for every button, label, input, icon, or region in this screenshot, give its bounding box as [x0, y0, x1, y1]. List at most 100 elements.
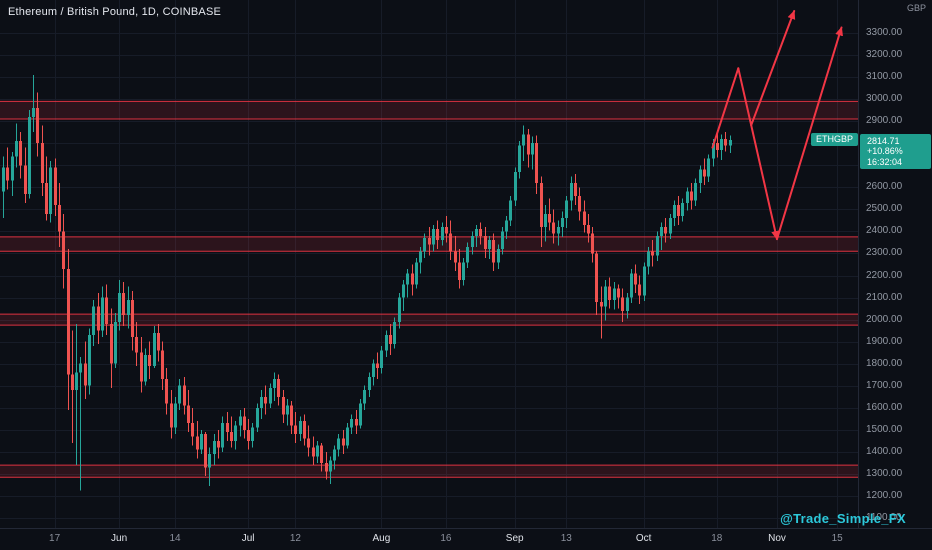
- candle: [290, 401, 293, 435]
- candle: [651, 240, 654, 267]
- support-resistance-zones[interactable]: [0, 100, 858, 478]
- price-tick-label: 2900.00: [866, 115, 903, 127]
- candle: [243, 407, 246, 439]
- candle: [720, 134, 723, 160]
- candle: [359, 398, 362, 429]
- candle: [15, 123, 18, 168]
- candle: [638, 275, 641, 305]
- price-tick-label: 1300.00: [866, 467, 903, 479]
- candle: [148, 341, 151, 380]
- candle: [561, 211, 564, 237]
- candle: [196, 421, 199, 459]
- chart-legend-title: Ethereum / British Pound, 1D, COINBASE: [8, 6, 222, 18]
- candle: [45, 156, 48, 221]
- candle: [213, 434, 216, 466]
- price-zone[interactable]: [0, 313, 858, 326]
- candle: [144, 348, 147, 386]
- candlestick-chart-canvas[interactable]: [0, 0, 858, 528]
- candle: [402, 279, 405, 311]
- candle: [260, 390, 263, 419]
- chart-plot-area[interactable]: Ethereum / British Pound, 1D, COINBASE E…: [0, 0, 858, 528]
- candle: [67, 249, 70, 410]
- candle: [664, 218, 667, 243]
- candle: [28, 110, 31, 199]
- price-zone[interactable]: [0, 464, 858, 478]
- trend-arrow[interactable]: [711, 67, 740, 149]
- candle: [200, 429, 203, 455]
- projection-arrows[interactable]: [711, 10, 843, 241]
- candle: [49, 160, 52, 223]
- time-tick-label: Jul: [241, 533, 255, 544]
- candle: [187, 390, 190, 433]
- candle: [299, 416, 302, 441]
- price-scale-currency-label: GBP: [906, 3, 926, 13]
- candle: [264, 385, 267, 415]
- candle: [157, 324, 160, 362]
- candle: [600, 286, 603, 339]
- candle: [36, 92, 39, 157]
- candle: [509, 196, 512, 226]
- candle: [183, 376, 186, 415]
- price-tick-label: 1700.00: [866, 379, 903, 391]
- candle: [178, 379, 181, 410]
- candle: [699, 165, 702, 193]
- candle: [58, 182, 61, 247]
- trend-arrow[interactable]: [750, 10, 796, 127]
- price-axis[interactable]: GBP 2814.71 +10.86% 16:32:04 3300.00 3200…: [858, 0, 932, 528]
- chart-legend[interactable]: Ethereum / British Pound, 1D, COINBASE: [8, 6, 221, 18]
- candle: [479, 222, 482, 245]
- candle: [621, 288, 624, 322]
- candle: [19, 132, 22, 179]
- candle: [127, 286, 130, 329]
- candle: [673, 200, 676, 226]
- price-tick-label: 1400.00: [866, 445, 903, 457]
- price-tick-label: 1100.00: [866, 512, 902, 523]
- candle: [88, 328, 91, 395]
- candle: [570, 176, 573, 211]
- price-tick-label: 2600.00: [866, 181, 903, 193]
- candle: [527, 128, 530, 168]
- price-tick-label: 1900.00: [866, 335, 903, 347]
- trend-arrow[interactable]: [737, 67, 780, 241]
- candle: [131, 290, 134, 351]
- trend-arrow[interactable]: [776, 26, 843, 241]
- candle: [497, 244, 500, 269]
- candle: [101, 286, 104, 338]
- price-line-symbol-label: ETHGBP: [810, 132, 858, 146]
- candle: [2, 156, 5, 219]
- time-tick-label: Oct: [635, 533, 652, 544]
- candle: [617, 284, 620, 309]
- candle: [337, 434, 340, 457]
- candle: [574, 174, 577, 205]
- candle: [458, 249, 461, 289]
- candle: [277, 374, 280, 406]
- time-axis[interactable]: 17 Jun 14 Jul 12 Aug 16 Sep 13 Oct 18 Nov 15: [0, 528, 932, 550]
- candle: [535, 135, 538, 194]
- candle: [656, 231, 659, 262]
- candle: [604, 279, 607, 321]
- candle: [591, 227, 594, 263]
- candle: [531, 136, 534, 170]
- candle: [307, 425, 310, 457]
- candle: [153, 326, 156, 369]
- candle: [97, 293, 100, 344]
- candle: [630, 268, 633, 304]
- price-tick-label: 3100.00: [866, 71, 903, 83]
- candle: [312, 436, 315, 466]
- price-tick-label: 1800.00: [866, 357, 903, 369]
- price-tick-label: 2200.00: [866, 269, 903, 281]
- candle: [191, 407, 194, 446]
- candle: [548, 198, 551, 231]
- candle: [613, 282, 616, 310]
- candle: [557, 220, 560, 246]
- price-tick-label: 2400.00: [866, 225, 903, 237]
- price-tick-label: 3000.00: [866, 93, 903, 105]
- candle: [565, 196, 568, 229]
- candle: [669, 213, 672, 240]
- candle: [466, 242, 469, 268]
- candle: [686, 187, 689, 211]
- price-zone[interactable]: [0, 100, 858, 120]
- candle: [501, 227, 504, 255]
- candle: [333, 445, 336, 470]
